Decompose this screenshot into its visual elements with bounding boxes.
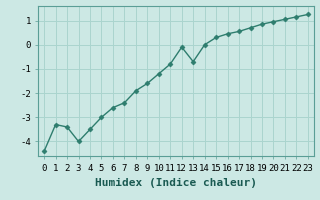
X-axis label: Humidex (Indice chaleur): Humidex (Indice chaleur) bbox=[95, 178, 257, 188]
